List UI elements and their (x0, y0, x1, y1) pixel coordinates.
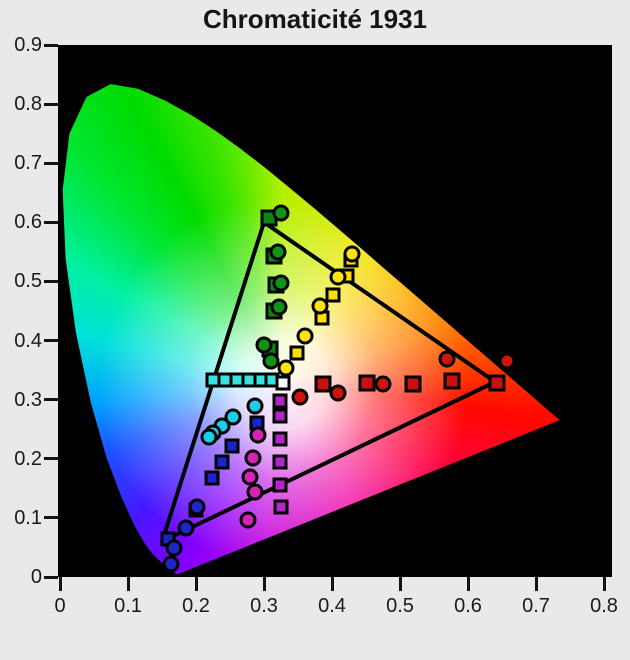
y-axis-tick (44, 279, 58, 283)
marker-magenta-reference (272, 393, 288, 409)
y-axis-label: 0.8 (14, 93, 42, 116)
marker-red-reference (314, 375, 332, 393)
marker-red-measured (374, 375, 392, 393)
x-axis-label: 0.3 (250, 595, 278, 617)
marker-magenta-reference (272, 477, 288, 493)
marker-green-measured (255, 336, 273, 354)
marker-yellow-measured (296, 327, 314, 345)
x-axis-label: 0 (54, 595, 66, 617)
marker-magenta-measured (241, 468, 259, 485)
x-axis-tick (534, 577, 538, 591)
y-axis-tick (44, 161, 58, 165)
marker-yellow-measured (311, 297, 329, 315)
y-axis-tick (44, 43, 58, 47)
marker-red-measured (329, 384, 347, 402)
chromaticity-field (60, 45, 604, 577)
y-axis-tick (44, 339, 58, 343)
x-axis-tick (466, 577, 470, 591)
marker-blue-measured (165, 539, 183, 557)
x-axis-tick (126, 577, 130, 591)
marker-magenta-measured (246, 483, 264, 501)
page-title: Chromaticité 1931 (203, 4, 427, 34)
marker-yellow-measured (343, 245, 361, 263)
marker-red-measured (291, 388, 309, 406)
y-axis-label: 0.7 (14, 152, 42, 175)
marker-magenta-reference (272, 431, 288, 447)
marker-cyan-measured (200, 428, 218, 446)
x-axis-label: 0.6 (454, 595, 482, 617)
x-axis-tick (602, 577, 606, 591)
marker-blue-reference (214, 454, 230, 470)
marker-blue-measured (162, 555, 180, 573)
marker-blue-measured (177, 519, 195, 537)
marker-red-reference (443, 372, 461, 390)
x-axis-tick (194, 577, 198, 591)
y-axis-label: 0.3 (14, 388, 42, 411)
marker-red-reference (488, 374, 506, 392)
marker-yellow-measured (277, 359, 295, 377)
y-axis-label: 0.6 (14, 211, 42, 234)
marker-blue-reference (204, 470, 220, 486)
marker-white-point-measured (275, 375, 291, 391)
marker-green-measured (272, 274, 290, 292)
marker-magenta-measured (249, 426, 267, 444)
x-axis-label: 0.2 (182, 595, 210, 617)
plot-area (58, 45, 612, 577)
marker-magenta-measured (244, 449, 262, 467)
marker-yellow-measured (329, 268, 347, 286)
y-axis-label: 0.1 (14, 506, 42, 529)
x-axis-label: 0.8 (590, 595, 618, 617)
y-axis-label: 0 (30, 566, 42, 588)
y-axis-label: 0.9 (14, 34, 42, 56)
marker-cyan-measured (246, 397, 264, 415)
marker-magenta-reference (273, 499, 289, 515)
x-axis-tick (262, 577, 266, 591)
marker-blue-measured (188, 498, 206, 516)
x-axis-label: 0.4 (318, 595, 346, 617)
x-axis-label: 0.7 (522, 595, 550, 617)
marker-green-measured (272, 204, 290, 222)
y-axis-tick (44, 220, 58, 224)
marker-green-measured (270, 298, 288, 316)
y-axis-label: 0.5 (14, 270, 42, 293)
x-axis-tick (330, 577, 334, 591)
marker-yellow-reference (289, 345, 305, 361)
x-axis-tick (58, 577, 62, 591)
x-axis-tick (398, 577, 402, 591)
y-axis-tick (44, 398, 58, 402)
gamut-triangle (160, 220, 498, 544)
y-axis-tick (44, 516, 58, 520)
marker-green-measured (269, 243, 287, 261)
marker-red-measured (498, 352, 516, 370)
marker-magenta-measured (239, 511, 257, 529)
marker-yellow-reference (325, 287, 341, 303)
y-axis-tick (44, 575, 58, 579)
marker-blue-reference (224, 438, 240, 454)
y-axis-tick (44, 102, 58, 106)
y-axis-label: 0.4 (14, 329, 42, 352)
marker-green-measured (262, 352, 280, 370)
marker-magenta-reference (272, 408, 288, 424)
marker-red-reference (404, 375, 422, 393)
x-axis-label: 0.5 (386, 595, 414, 617)
x-axis-label: 0.1 (114, 595, 142, 617)
marker-red-reference (358, 374, 376, 392)
marker-red-measured (438, 350, 456, 368)
y-axis-label: 0.2 (14, 447, 42, 470)
marker-magenta-reference (272, 454, 288, 470)
y-axis-tick (44, 457, 58, 461)
